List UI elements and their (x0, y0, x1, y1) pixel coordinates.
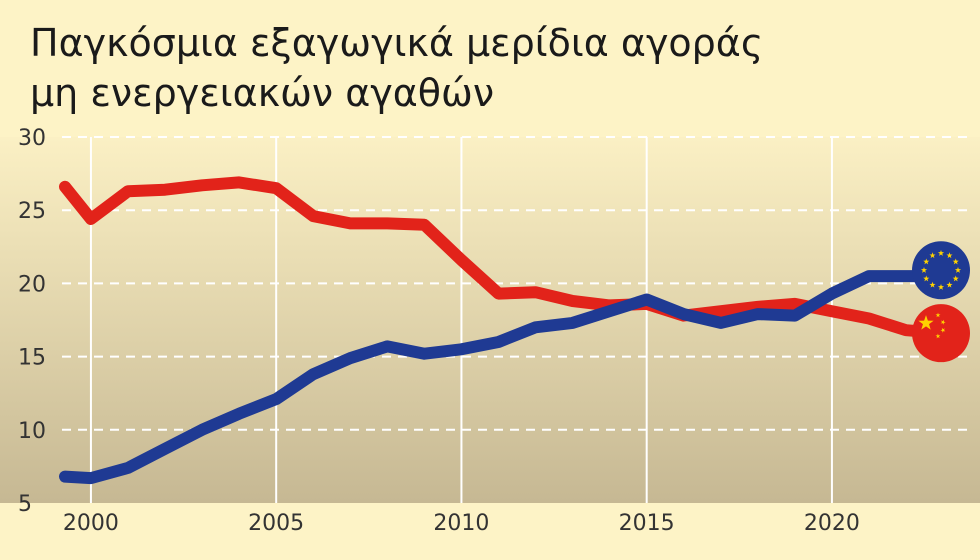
x-tick-label: 2000 (63, 511, 119, 536)
china-small-star (935, 333, 941, 339)
y-tick-label: 15 (18, 346, 46, 371)
eu-star (952, 258, 959, 265)
eu-star (946, 281, 953, 288)
series-line-blue (59, 270, 950, 485)
eu-star (923, 275, 930, 282)
x-tick-label: 2005 (248, 511, 304, 536)
plot-area (0, 137, 980, 503)
china-flag-icon (912, 304, 970, 363)
eu-star (937, 250, 945, 256)
china-small-star (940, 327, 946, 333)
x-tick-label: 2020 (804, 511, 860, 536)
china-flag-disc (912, 304, 970, 363)
eu-flag-disc (912, 241, 970, 300)
y-tick-label: 5 (18, 492, 32, 517)
eu-star (923, 258, 930, 265)
series-line-red (59, 176, 950, 340)
eu-flag-icon (912, 241, 970, 300)
china-big-star (918, 315, 934, 330)
x-tick-label: 2010 (433, 511, 489, 536)
eu-star (929, 281, 936, 288)
y-tick-label: 30 (18, 126, 46, 151)
eu-star (920, 267, 928, 273)
eu-star (946, 252, 953, 259)
china-small-star (935, 312, 941, 318)
china-small-star (940, 319, 946, 325)
y-tick-label: 20 (18, 272, 46, 297)
chart-title: Παγκόσμια εξαγωγικά μερίδια αγοράς μη εν… (30, 18, 930, 118)
chart-title-line-1: Παγκόσμια εξαγωγικά μερίδια αγοράς (30, 21, 764, 65)
eu-star (937, 284, 945, 290)
y-tick-label: 25 (18, 199, 46, 224)
eu-star (954, 267, 962, 273)
chart-title-line-2: μη ενεργειακών αγαθών (30, 71, 495, 115)
eu-star (952, 275, 959, 282)
y-tick-label: 10 (18, 419, 46, 444)
eu-star (929, 252, 936, 259)
x-tick-label: 2015 (619, 511, 675, 536)
